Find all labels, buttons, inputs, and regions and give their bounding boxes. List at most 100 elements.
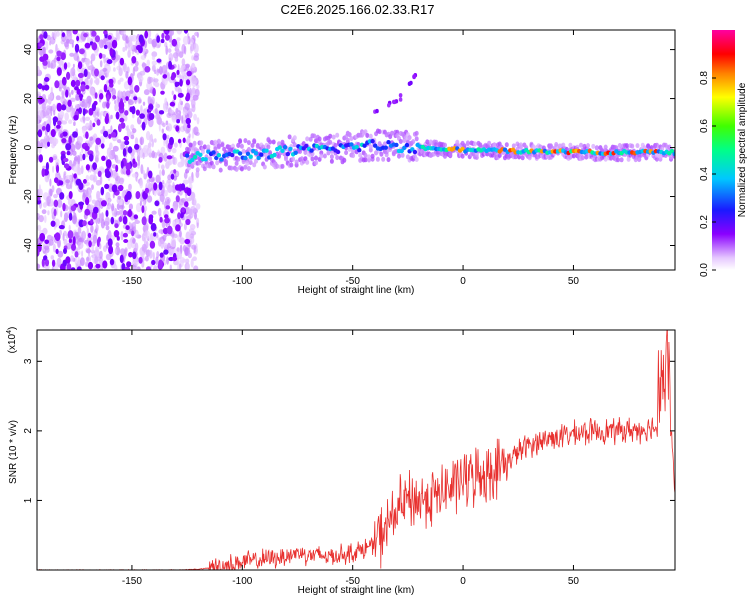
noise-cell (182, 35, 189, 45)
noise-cell (132, 238, 136, 244)
ridge-halo-cell (414, 157, 419, 162)
ridge-halo-cell (303, 150, 308, 155)
noise-cell (45, 123, 51, 133)
noise-cell (114, 264, 118, 270)
noise-cell (148, 113, 155, 120)
colorbar-tick-label: 0.4 (699, 167, 710, 181)
noise-cell (165, 120, 169, 126)
noise-cell (77, 241, 84, 249)
ridge-halo-cell (497, 153, 502, 158)
ridge-halo-cell (654, 156, 659, 162)
noise-cell (173, 94, 177, 101)
noise-cell (87, 261, 94, 270)
y-axis-label: Frequency (Hz) (8, 116, 19, 185)
noise-cell (183, 45, 187, 55)
noise-cell (138, 75, 144, 83)
noise-cell (175, 218, 180, 225)
noise-cell (184, 201, 189, 208)
ridge-halo-cell (268, 150, 273, 156)
noise-cell (72, 236, 76, 246)
noise-cell (138, 34, 144, 44)
colorbar: 0.0 0.2 0.4 0.6 0.8 Normalized spectral ampl… (699, 30, 748, 277)
noise-cell (141, 243, 147, 253)
noise-cell (135, 191, 141, 199)
ridge-cell (404, 142, 410, 148)
y-tick-label: 2 (23, 428, 34, 434)
noise-cell (44, 111, 49, 116)
x-tick-label: 50 (568, 276, 580, 287)
noise-cell (123, 239, 129, 243)
noise-cell (100, 143, 105, 149)
ridge-halo-cell (345, 137, 350, 143)
noise-cell (49, 188, 53, 197)
x-tick-label: -150 (122, 576, 142, 587)
ridge-halo-cell (351, 153, 356, 159)
x-tick-label: -100 (232, 576, 252, 587)
noise-cell (44, 215, 47, 223)
noise-cell (94, 92, 98, 99)
x-tick-label: -50 (345, 576, 360, 587)
ridge-cell (370, 139, 375, 144)
noise-cell (144, 187, 150, 194)
snr-series-line (37, 330, 675, 570)
noise-cell (106, 147, 112, 157)
ridge-cell (285, 151, 290, 157)
noise-cell (165, 181, 169, 189)
ridge-halo-cell (397, 153, 401, 159)
noise-cell (61, 32, 66, 38)
noise-cell (69, 52, 75, 57)
noise-cell (80, 84, 86, 92)
noise-cell (185, 117, 191, 125)
ridge-halo-cell (312, 133, 317, 139)
noise-cell (72, 165, 79, 172)
noise-cell (183, 171, 188, 179)
noise-cell (67, 99, 72, 107)
noise-cell (179, 78, 183, 87)
noise-cell (89, 174, 95, 181)
noise-cell (169, 30, 175, 36)
ridge-halo-cell (365, 133, 370, 138)
ridge-cell (402, 145, 407, 150)
noise-cell (125, 35, 129, 44)
noise-cell (117, 195, 121, 200)
noise-cell (108, 154, 113, 160)
noise-cell (108, 133, 112, 139)
ridge-halo-cell (487, 140, 492, 146)
noise-cell (77, 72, 84, 79)
noise-cell (91, 241, 96, 247)
noise-cell (170, 237, 177, 248)
noise-cell (42, 46, 46, 51)
noise-cell (193, 55, 199, 62)
noise-cell (38, 184, 41, 194)
noise-cell (185, 79, 191, 86)
noise-cell (115, 164, 119, 172)
noise-cell (147, 170, 153, 179)
ridge-halo-cell (231, 143, 235, 149)
noise-cell (76, 88, 81, 95)
noise-cell (158, 239, 162, 247)
ridge-halo-cell (209, 160, 214, 166)
noise-cell (153, 267, 157, 270)
noise-cell (112, 95, 117, 100)
noise-cell (111, 203, 115, 212)
ridge-cell (412, 149, 418, 155)
noise-cell (141, 216, 147, 226)
noise-cell (38, 43, 44, 47)
ridge-cell (272, 152, 277, 158)
noise-cell (123, 115, 128, 122)
noise-cell (90, 218, 94, 224)
heatmap-cells (37, 30, 675, 270)
noise-cell (139, 113, 146, 119)
noise-cell (134, 220, 140, 224)
ridge-halo-cell (375, 156, 380, 162)
noise-cell (162, 133, 167, 141)
noise-cell (63, 163, 70, 169)
noise-cell (37, 263, 41, 270)
ridge-halo-cell (236, 156, 241, 162)
noise-cell (76, 55, 80, 63)
ridge-halo-cell (398, 139, 403, 144)
noise-cell (93, 206, 99, 214)
noise-cell (81, 230, 86, 241)
noise-cell (151, 38, 158, 48)
noise-cell (161, 199, 165, 205)
